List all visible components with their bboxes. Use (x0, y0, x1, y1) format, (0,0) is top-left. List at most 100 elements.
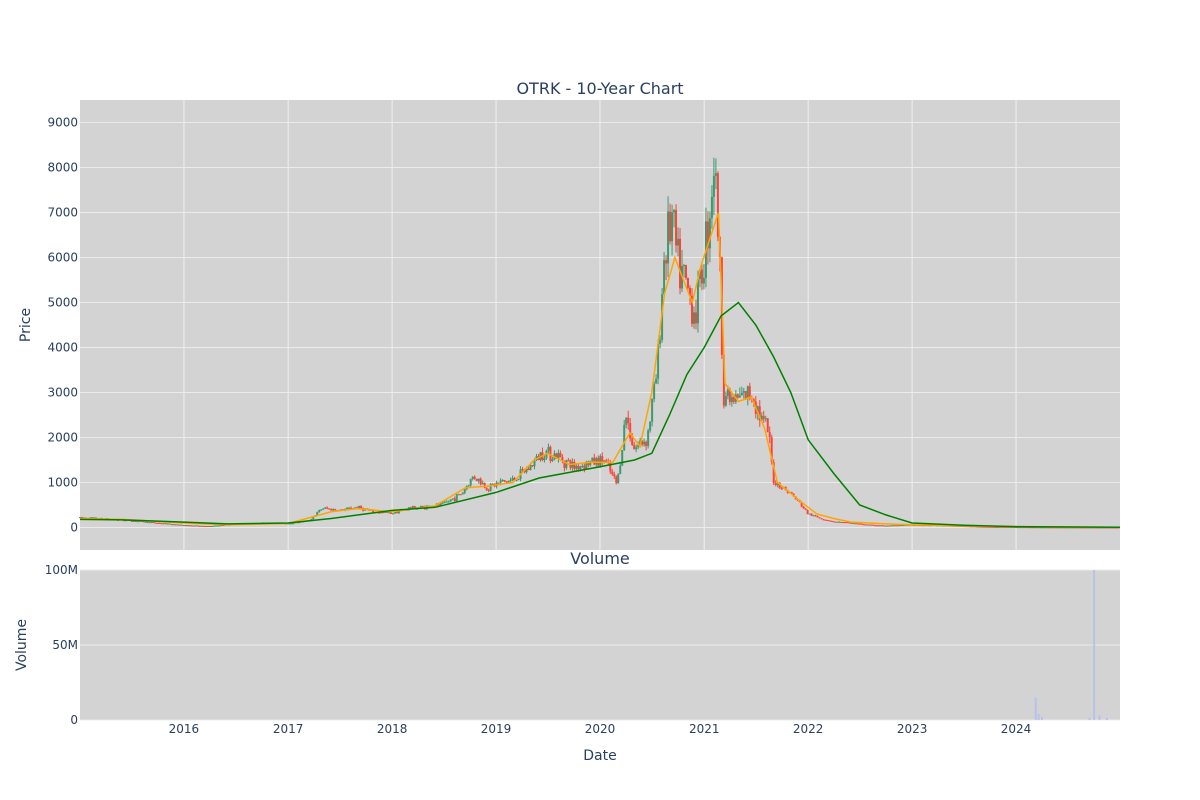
candle-body (1063, 527, 1066, 529)
short-moving-average-line (79, 212, 1121, 529)
candle-body (882, 525, 885, 527)
volume-y-axis-label: Volume (14, 619, 30, 671)
candle-body (150, 522, 153, 524)
date-x-tick-label: 2019 (481, 722, 512, 736)
candle-body (529, 465, 532, 471)
price-y-tick-label: 5000 (47, 296, 78, 310)
candle-body (164, 523, 167, 525)
candle-body (677, 238, 680, 246)
candle-body (587, 461, 590, 466)
candle-body (611, 471, 614, 475)
candle-body (1017, 527, 1020, 529)
candle-body (354, 507, 357, 509)
candle-body (146, 521, 149, 523)
candle-body (730, 397, 733, 403)
date-x-tick-label: 2023 (897, 722, 928, 736)
candle-body (477, 478, 480, 481)
candle-body (665, 260, 668, 264)
candle-body (350, 507, 353, 510)
date-x-axis-label: Date (583, 748, 616, 764)
candle-body (714, 173, 717, 176)
candle-body (138, 520, 141, 522)
candle-body (1051, 527, 1054, 529)
candle-body (856, 523, 859, 525)
date-x-tick-label: 2016 (169, 722, 200, 736)
candle-body (870, 524, 873, 526)
candle-body (382, 512, 385, 514)
candle-body (380, 512, 383, 514)
candle-body (1039, 527, 1042, 529)
candle-body (318, 509, 321, 513)
candle-body (645, 441, 648, 447)
candle-body (499, 480, 502, 483)
date-x-tick-label: 2020 (585, 722, 616, 736)
price-y-tick-label: 3000 (47, 386, 78, 400)
candle-body (834, 521, 837, 523)
candle-body (982, 526, 985, 528)
price-panel: 0 1000 2000 3000 4000 5000 6000 7000 8000 9000 Pr… (18, 100, 1121, 550)
price-y-axis-label: Price (18, 308, 34, 342)
candle-body (1003, 526, 1006, 528)
price-y-tick-label: 9000 (47, 116, 78, 130)
volume-y-tick-label: 0 (70, 713, 78, 727)
candle-body (675, 210, 678, 246)
candle-body (419, 506, 422, 508)
candle-body (581, 465, 584, 467)
candle-body (172, 524, 175, 526)
candle-body (543, 458, 546, 461)
candle-body (1007, 526, 1010, 528)
candle-body (140, 520, 143, 522)
candle-body (978, 526, 981, 528)
candle-body (663, 260, 666, 295)
volume-bar (1098, 715, 1101, 720)
candle-body (561, 457, 564, 462)
candle-body (710, 196, 713, 219)
candle-body (1021, 527, 1024, 529)
candle-body (378, 512, 381, 514)
candle-body (740, 392, 743, 396)
candle-body (627, 417, 630, 423)
candle-body (212, 525, 215, 527)
price-y-tick-label: 0 (70, 521, 78, 535)
candle-body (613, 474, 616, 477)
candle-body (1069, 527, 1072, 529)
candle-body (768, 432, 771, 438)
candle-body (358, 506, 361, 509)
candle-body (160, 523, 163, 525)
candle-body (579, 466, 582, 470)
candle-body (1011, 526, 1014, 528)
candle-body (989, 526, 992, 528)
candle-body (216, 525, 219, 527)
candle-body (686, 277, 689, 288)
candle-body (852, 522, 855, 524)
candle-body (176, 524, 179, 526)
candle-body (671, 212, 674, 242)
candle-body (712, 175, 715, 197)
candle-body (573, 461, 576, 469)
candle-body (1031, 527, 1034, 529)
candle-body (770, 437, 773, 463)
candle-body (970, 526, 973, 528)
candle-body (79, 517, 81, 519)
candle-body (774, 483, 777, 486)
candle-body (688, 287, 691, 296)
candle-body (724, 395, 727, 406)
price-y-tick-label: 8000 (47, 161, 78, 175)
candle-body (186, 525, 189, 527)
candle-body (997, 526, 1000, 528)
candle-body (643, 441, 646, 445)
candle-body (866, 524, 869, 526)
candle-body (876, 525, 879, 527)
candle-body (503, 479, 506, 482)
candle-body (298, 522, 301, 524)
candle-body (204, 525, 207, 527)
candle-body (812, 515, 815, 517)
candle-body (206, 525, 209, 527)
candle-body (1001, 526, 1004, 528)
candle-body (330, 508, 333, 511)
candle-body (802, 506, 805, 509)
candle-body (673, 210, 676, 213)
candle-body (180, 524, 183, 526)
candle-body (222, 525, 225, 527)
candle-body (846, 522, 849, 524)
